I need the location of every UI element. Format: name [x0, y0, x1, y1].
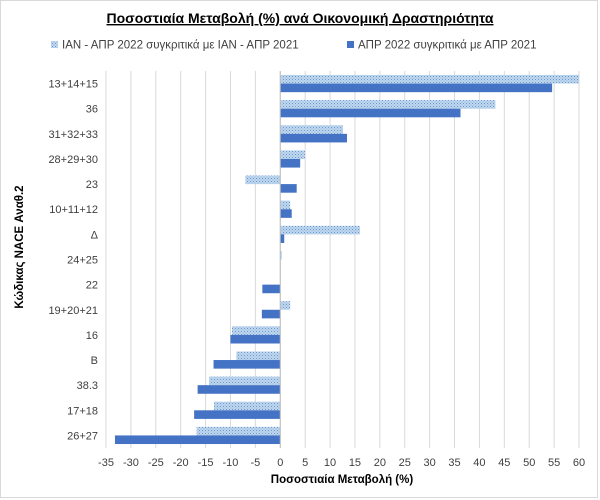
bar-series-1	[280, 250, 282, 260]
bar-series-1	[209, 376, 281, 386]
category-label: 31+32+33	[48, 129, 98, 141]
x-tick-label: 45	[498, 457, 510, 469]
x-tick-label: 15	[349, 457, 361, 469]
category-label: 23	[86, 179, 98, 191]
bar-series-2	[213, 360, 281, 369]
legend-label-series-2: ΑΠΡ 2022 συγκριτικά με ΑΠΡ 2021	[358, 40, 536, 52]
x-tick-label: 5	[302, 457, 308, 469]
bar-series-2	[280, 83, 553, 93]
x-tick-label: -30	[123, 457, 139, 469]
bar-series-1	[280, 125, 343, 134]
category-label: Β	[91, 355, 98, 367]
category-label: 22	[86, 280, 98, 292]
bar-series-1	[280, 100, 496, 109]
bar-series-2	[230, 334, 281, 344]
x-tick-label: -20	[173, 457, 189, 469]
bar-series-1	[231, 326, 281, 335]
bar-series-1	[245, 175, 281, 185]
category-labels: 13+14+15 36 31+32+33 28+29+30 23 10+11+12 Δ 24+…	[48, 79, 98, 443]
legend: ΙΑΝ - ΑΠΡ 2022 συγκριτικά με ΙΑΝ - ΑΠΡ 2…	[51, 40, 536, 52]
bar-series-2	[280, 234, 285, 243]
x-tick-label: -25	[148, 457, 164, 469]
bar-series-2	[280, 133, 347, 143]
bar-series-2	[194, 410, 281, 419]
bar-series-1	[280, 225, 360, 235]
x-tick-label: 30	[424, 457, 436, 469]
x-tick-label: -15	[198, 457, 214, 469]
x-tick-label: 10	[324, 457, 336, 469]
legend-swatch-series-1	[51, 41, 58, 48]
bar-series-2	[262, 284, 281, 294]
category-label: 17+18	[67, 405, 98, 417]
y-axis-label: Κώδικας NACE Αναθ.2	[14, 185, 26, 308]
legend-label-series-1: ΙΑΝ - ΑΠΡ 2022 συγκριτικά με ΙΑΝ - ΑΠΡ 2…	[62, 40, 299, 52]
x-tick-label: 50	[523, 457, 535, 469]
category-label: Δ	[91, 229, 99, 241]
category-label: 36	[86, 104, 98, 116]
bar-series-2	[280, 209, 292, 218]
bars	[114, 74, 579, 445]
bar-series-2	[114, 435, 281, 445]
category-label: 26+27	[67, 430, 98, 442]
category-label: 10+11+12	[49, 204, 98, 216]
bar-series-1	[280, 74, 579, 84]
x-tick-label: 20	[374, 457, 386, 469]
bar-series-1	[214, 401, 281, 411]
bar-series-2	[261, 309, 281, 319]
category-label: 19+20+21	[48, 305, 98, 317]
bar-series-1	[236, 351, 281, 361]
category-label: 24+25	[67, 255, 98, 267]
legend-swatch-series-2	[347, 41, 354, 48]
x-tick-labels: -35 -30 -25 -20 -15 -10 -5 0 5 10 15 20 25 30 35 40 45 50…	[98, 457, 585, 469]
x-tick-label: 60	[573, 457, 585, 469]
x-tick-label: 35	[448, 457, 460, 469]
bar-series-1	[280, 301, 291, 310]
x-tick-label: 0	[277, 457, 283, 469]
category-label: 38.3	[77, 380, 98, 392]
category-label: 16	[86, 330, 98, 342]
chart-title: Ποσοστιαία Μεταβολή (%) ανά Οικονομική Δ…	[106, 10, 493, 26]
x-tick-label: 25	[399, 457, 411, 469]
gridlines	[105, 71, 580, 448]
bar-series-2	[280, 108, 461, 118]
bar-series-2	[280, 184, 297, 193]
x-tick-label: -35	[98, 457, 114, 469]
category-label: 13+14+15	[48, 79, 98, 91]
bar-series-1	[280, 200, 291, 210]
bar-series-1	[280, 150, 306, 159]
x-tick-label: 55	[548, 457, 560, 469]
x-axis-label: Ποσοστιαία Μεταβολή (%)	[271, 474, 414, 486]
bar-series-1	[196, 426, 281, 436]
x-tick-label: -10	[223, 457, 239, 469]
category-label: 28+29+30	[48, 154, 98, 166]
x-tick-label: -5	[250, 457, 260, 469]
bar-series-2	[197, 385, 281, 394]
x-tick-label: 40	[473, 457, 485, 469]
bar-series-2	[280, 158, 301, 168]
